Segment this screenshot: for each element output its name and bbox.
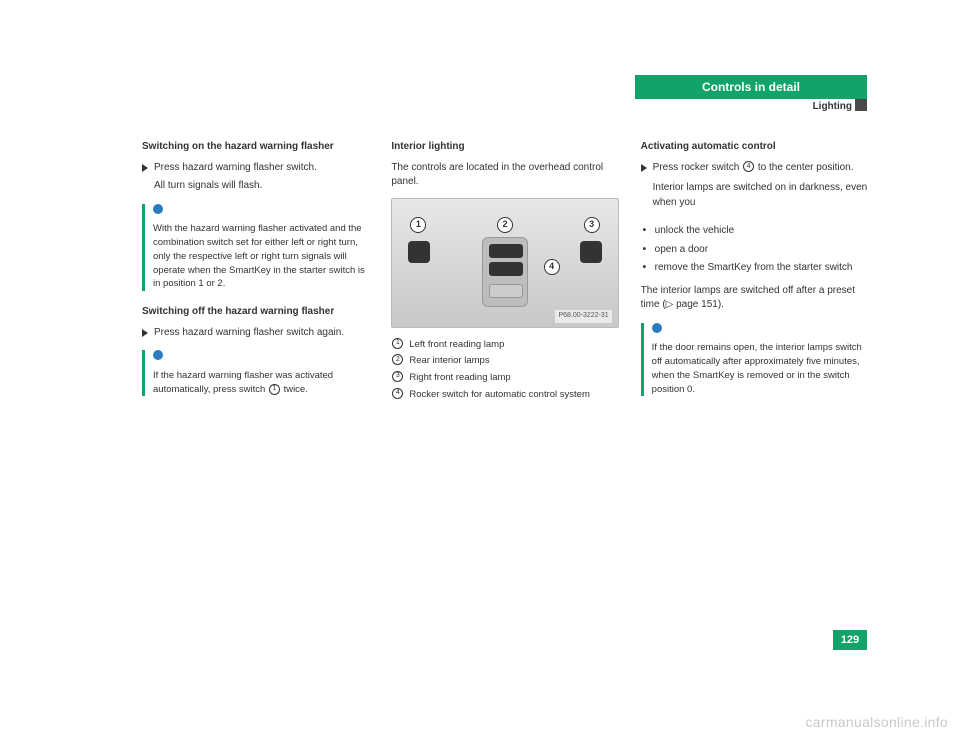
figure-button-right	[580, 241, 602, 263]
col1-heading-1: Switching on the hazard warning flasher	[142, 140, 369, 155]
col1-note2b: twice.	[284, 384, 308, 395]
col1-note1-text: With the hazard warning flasher activate…	[153, 222, 369, 291]
chapter-header: Controls in detail	[635, 75, 867, 99]
chapter-title: Controls in detail	[702, 80, 800, 94]
legend-num-2: 2	[392, 354, 403, 365]
figure-center-btn-3	[489, 284, 523, 298]
figure-callout-3: 3	[584, 217, 600, 233]
col1-step-2: Press hazard warning flasher switch agai…	[142, 326, 369, 341]
col1-step-1: Press hazard warning flasher switch. All…	[142, 161, 369, 194]
col1-b1: Press hazard warning flasher switch.	[154, 161, 317, 176]
legend-1: 1 Left front reading lamp	[391, 338, 618, 352]
legend-text-1: Left front reading lamp	[409, 338, 504, 352]
legend-text-3: Right front reading lamp	[409, 371, 510, 385]
col2-intro: The controls are located in the overhead…	[391, 161, 618, 190]
step-marker-icon	[142, 164, 148, 172]
col3-li-1: unlock the vehicle	[655, 224, 868, 239]
col1-note-1: With the hazard warning flasher activate…	[142, 204, 369, 292]
col3-p2: The interior lamps are switched off afte…	[641, 284, 868, 313]
col3-b1b: to the center position.	[758, 162, 854, 173]
figure-id: P68.00-3222-31	[555, 310, 611, 322]
column-2: Interior lighting The controls are locat…	[391, 140, 618, 682]
manual-page: Controls in detail Lighting Switching on…	[0, 0, 960, 742]
figure-callout-2: 2	[497, 217, 513, 233]
col3-step-1: Press rocker switch 4 to the center posi…	[641, 161, 868, 219]
watermark: carmanualsonline.info	[806, 714, 949, 730]
column-3: Activating automatic control Press rocke…	[641, 140, 868, 682]
figure-center-btn-2	[489, 262, 523, 276]
legend-text-4: Rocker switch for automatic control syst…	[409, 388, 590, 402]
figure-button-left	[408, 241, 430, 263]
legend-num-4: 4	[392, 388, 403, 399]
col3-heading: Activating automatic control	[641, 140, 868, 155]
callout-ref-4: 4	[743, 161, 754, 172]
legend-2: 2 Rear interior lamps	[391, 354, 618, 368]
col1-note-2: If the hazard warning flasher was activa…	[142, 350, 369, 396]
info-icon	[153, 204, 163, 214]
section-tab	[855, 99, 867, 111]
callout-ref-1: 1	[269, 384, 280, 395]
legend-num-3: 3	[392, 371, 403, 382]
col1-b1b: All turn signals will flash.	[154, 179, 317, 194]
info-icon	[652, 323, 662, 333]
legend-text-2: Rear interior lamps	[409, 354, 489, 368]
col1-step-1-text: Press hazard warning flasher switch. All…	[154, 161, 317, 194]
figure-center-panel	[482, 237, 528, 307]
figure-callout-4: 4	[544, 259, 560, 275]
legend-num-1: 1	[392, 338, 403, 349]
page-number-badge: 129	[833, 630, 867, 650]
col3-step-1-text: Press rocker switch 4 to the center posi…	[653, 161, 868, 219]
figure-callout-1: 1	[410, 217, 426, 233]
col1-heading-2: Switching off the hazard warning flasher	[142, 305, 369, 320]
col2-heading: Interior lighting	[391, 140, 618, 155]
legend-4: 4 Rocker switch for automatic control sys…	[391, 388, 618, 402]
content-columns: Switching on the hazard warning flasher …	[142, 140, 868, 682]
col1-b2: Press hazard warning flasher switch agai…	[154, 326, 344, 341]
info-icon	[153, 350, 163, 360]
step-marker-icon	[641, 164, 647, 172]
legend-3: 3 Right front reading lamp	[391, 371, 618, 385]
figure-center-btn-1	[489, 244, 523, 258]
col3-li-2: open a door	[655, 243, 868, 258]
col1-note2-text: If the hazard warning flasher was activa…	[153, 369, 369, 397]
col3-b1a: Press rocker switch	[653, 162, 740, 173]
column-1: Switching on the hazard warning flasher …	[142, 140, 369, 682]
overhead-panel-figure: 1 2 3 4 P68.00-3222-31	[391, 198, 618, 328]
col3-p1: Interior lamps are switched on in darkne…	[653, 181, 868, 210]
col3-note1-text: If the door remains open, the interior l…	[652, 341, 868, 396]
col3-list: unlock the vehicle open a door remove th…	[641, 224, 868, 276]
col3-note-1: If the door remains open, the interior l…	[641, 323, 868, 397]
section-label: Lighting	[813, 101, 852, 112]
col3-li-3: remove the SmartKey from the starter swi…	[655, 261, 868, 276]
step-marker-icon	[142, 329, 148, 337]
